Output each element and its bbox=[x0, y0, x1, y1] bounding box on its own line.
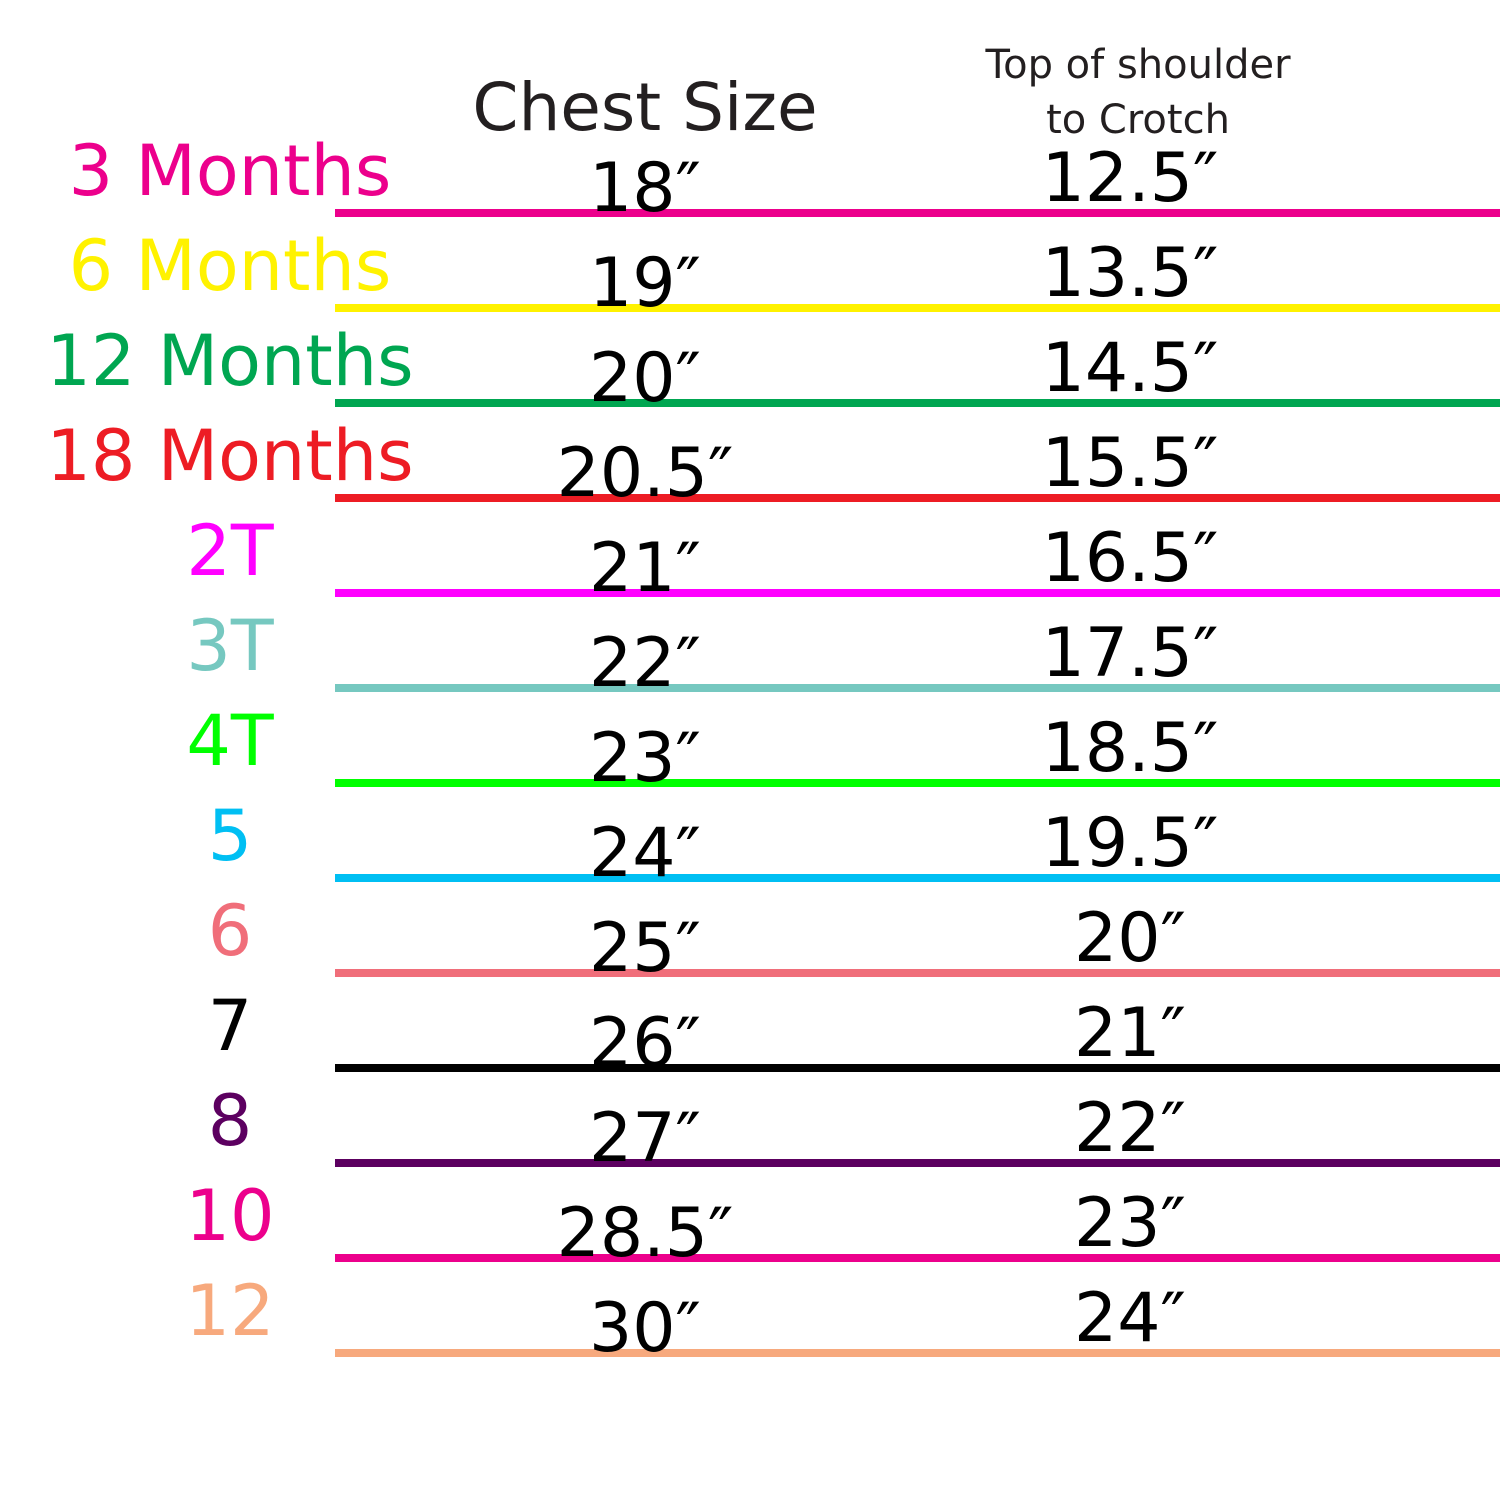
size-label: 8 bbox=[208, 1080, 253, 1162]
length-value: 21″ bbox=[1074, 994, 1186, 1073]
chest-value: 27″ bbox=[589, 1099, 701, 1178]
size-label: 3T bbox=[186, 605, 274, 687]
length-value: 15.5″ bbox=[1042, 424, 1219, 503]
length-value: 24″ bbox=[1074, 1279, 1186, 1358]
size-label: 6 bbox=[208, 890, 253, 972]
chest-value: 26″ bbox=[589, 1004, 701, 1083]
chest-value: 19″ bbox=[589, 244, 701, 323]
size-label: 6 Months bbox=[69, 225, 392, 307]
chest-value: 25″ bbox=[589, 909, 701, 988]
chest-value: 18″ bbox=[589, 149, 701, 228]
chest-value: 30″ bbox=[589, 1289, 701, 1368]
size-label: 2T bbox=[186, 510, 274, 592]
chest-value: 22″ bbox=[589, 624, 701, 703]
size-label: 7 bbox=[208, 985, 253, 1067]
length-value: 20″ bbox=[1074, 899, 1186, 978]
size-label: 4T bbox=[186, 700, 274, 782]
length-value: 13.5″ bbox=[1042, 234, 1219, 313]
length-header: to Crotch bbox=[1046, 97, 1230, 143]
chest-header: Chest Size bbox=[472, 69, 817, 146]
length-value: 18.5″ bbox=[1042, 709, 1219, 788]
length-value: 12.5″ bbox=[1042, 139, 1219, 218]
chest-value: 20″ bbox=[589, 339, 701, 418]
length-value: 16.5″ bbox=[1042, 519, 1219, 598]
length-header: Top of shoulder bbox=[984, 42, 1291, 88]
size-label: 12 Months bbox=[46, 320, 413, 402]
size-label: 3 Months bbox=[69, 130, 392, 212]
chest-value: 23″ bbox=[589, 719, 701, 798]
length-value: 17.5″ bbox=[1042, 614, 1219, 693]
length-value: 14.5″ bbox=[1042, 329, 1219, 408]
chest-value: 20.5″ bbox=[557, 434, 734, 513]
size-label: 12 bbox=[185, 1270, 274, 1352]
size-label: 10 bbox=[185, 1175, 274, 1257]
length-value: 19.5″ bbox=[1042, 804, 1219, 883]
size-label: 5 bbox=[208, 795, 253, 877]
chest-value: 21″ bbox=[589, 529, 701, 608]
length-value: 23″ bbox=[1074, 1184, 1186, 1263]
chest-value: 28.5″ bbox=[557, 1194, 734, 1273]
size-label: 18 Months bbox=[46, 415, 413, 497]
length-value: 22″ bbox=[1074, 1089, 1186, 1168]
chest-value: 24″ bbox=[589, 814, 701, 893]
